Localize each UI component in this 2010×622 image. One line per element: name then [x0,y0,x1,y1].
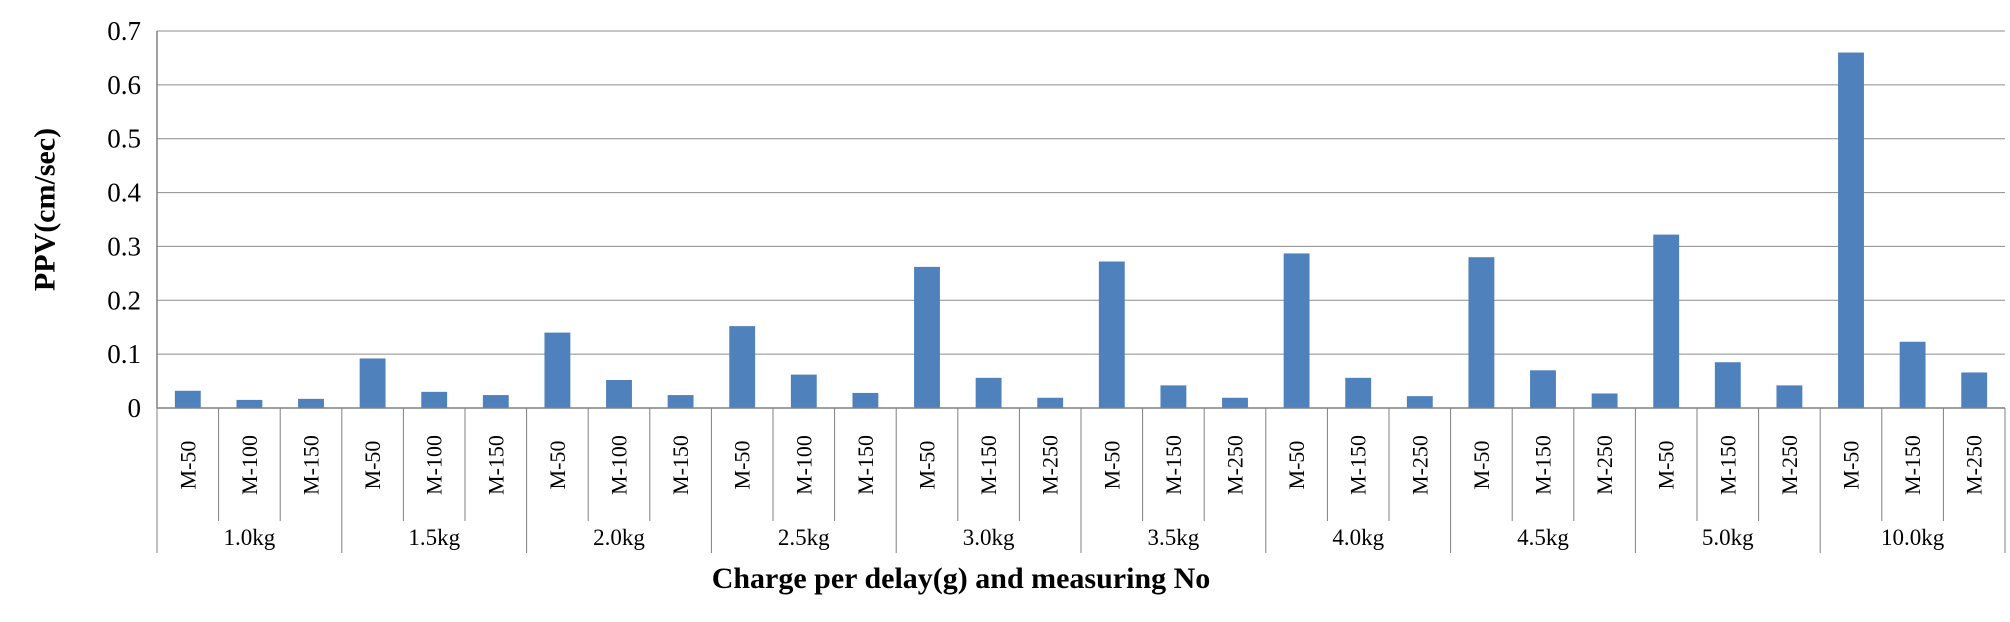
bar [1283,253,1310,408]
x-category-label: M-50 [1284,441,1309,490]
bar [1037,397,1064,408]
x-category-label: M-250 [1777,435,1802,495]
x-category-label: M-150 [1715,435,1740,495]
bar [1160,385,1187,408]
x-axis-title: Charge per delay(g) and measuring No [712,562,1211,595]
bar [544,332,571,408]
x-group-label: 3.0kg [963,525,1015,550]
bar [298,398,324,408]
bar [1899,341,1926,408]
x-category-label: M-150 [1161,435,1186,495]
y-tick-label: 0.7 [107,16,141,46]
x-group-label: 4.5kg [1517,525,1569,550]
bar [606,379,632,408]
x-category-label: M-50 [1654,441,1679,490]
bar [1222,397,1248,408]
x-category-label: M-150 [976,435,1001,495]
x-category-label: M-250 [1962,435,1987,495]
bar [667,395,694,408]
bar [852,392,879,408]
x-category-label: M-50 [1469,441,1494,490]
x-category-label: M-50 [1099,441,1124,490]
bar [421,391,448,408]
bars [174,52,1988,409]
x-category-label: M-100 [791,435,816,495]
x-category-label: M-50 [175,441,200,490]
bar [359,358,386,408]
x-group-label: 2.5kg [778,525,830,550]
x-category-label: M-150 [1346,435,1371,495]
bar [1653,234,1680,408]
bar [1530,370,1556,408]
x-category-label: M-250 [1592,435,1617,495]
x-category-label: M-100 [237,435,262,495]
x-group-label: 4.0kg [1332,525,1384,550]
x-category-label: M-250 [1223,435,1248,495]
y-tick-label: 0.4 [107,178,141,208]
x-category-label: M-250 [1407,435,1432,495]
bar [1406,396,1433,408]
x-group-label: 5.0kg [1702,525,1754,550]
bar [482,395,509,408]
y-tick-label: 0.6 [107,70,141,100]
x-group-label: 10.0kg [1881,525,1945,550]
x-category-label: M-100 [422,435,447,495]
x-category-label: M-150 [1531,435,1556,495]
x-group-label: 1.0kg [224,525,276,550]
x-category-label: M-150 [668,435,693,495]
x-category-label: M-150 [1900,435,1925,495]
bar [975,377,1002,408]
category-labels: M-50 M-100 M-150 1.0kg M-50 M-100 M-150 1.5kg M-… [175,435,1986,550]
bar [1098,261,1125,408]
gridlines [157,30,2005,355]
y-tick-label: 0.3 [107,231,141,261]
x-category-label: M-150 [853,435,878,495]
x-group-label: 1.5kg [408,525,460,550]
bar [236,399,263,408]
bar [174,390,201,408]
y-tick-labels: 0 0.1 0.2 0.3 0.4 0.5 0.6 0.7 [107,16,141,423]
x-group-label: 3.5kg [1148,525,1200,550]
bar [1961,372,1988,408]
bar [1345,377,1372,408]
x-category-label: M-150 [483,435,508,495]
x-category-label: M-50 [730,441,755,490]
bar [1468,257,1495,408]
y-tick-label: 0.2 [107,285,141,315]
x-category-label: M-50 [915,441,940,490]
bar [1714,362,1741,408]
bar [729,326,756,408]
x-category-label: M-100 [607,435,632,495]
x-category-label: M-50 [545,441,570,490]
axes [156,31,2006,553]
bar [790,374,817,408]
x-group-label: 2.0kg [593,525,645,550]
bar [1591,393,1618,408]
y-axis-title: PPV(cm/sec) [29,128,62,291]
y-tick-label: 0.1 [107,339,141,369]
y-tick-label: 0 [128,393,142,423]
y-tick-label: 0.5 [107,124,141,154]
x-category-label: M-50 [360,441,385,490]
x-category-label: M-50 [1839,441,1864,490]
x-category-label: M-150 [299,435,324,495]
bar [1776,385,1803,408]
bar [1838,52,1864,409]
bar [914,266,940,408]
x-category-label: M-250 [1038,435,1063,495]
